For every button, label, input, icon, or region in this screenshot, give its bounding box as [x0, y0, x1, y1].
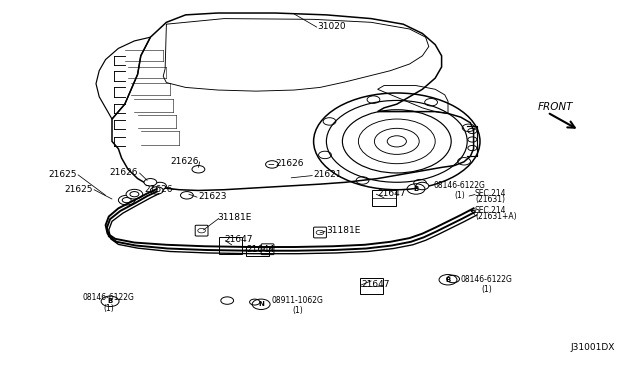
Text: 21625: 21625	[64, 185, 93, 194]
Circle shape	[122, 198, 131, 203]
Circle shape	[316, 230, 324, 235]
Circle shape	[198, 228, 205, 233]
Text: B: B	[108, 298, 113, 304]
Text: B: B	[445, 277, 451, 283]
Text: 21647: 21647	[378, 189, 406, 198]
Text: N: N	[258, 301, 264, 307]
Text: B: B	[413, 186, 419, 192]
Circle shape	[180, 192, 193, 199]
Text: 08911-1062G
(1): 08911-1062G (1)	[272, 296, 324, 315]
Bar	[246, 246, 269, 256]
Text: 31181E: 31181E	[218, 213, 252, 222]
Bar	[372, 190, 396, 206]
Text: 21625: 21625	[48, 170, 77, 179]
Circle shape	[144, 179, 157, 186]
Text: SEC.214: SEC.214	[475, 189, 506, 198]
Text: 21626: 21626	[275, 159, 304, 168]
Text: FRONT: FRONT	[538, 102, 573, 112]
Text: J31001DX: J31001DX	[570, 343, 614, 352]
Text: (21631+A): (21631+A)	[475, 212, 516, 221]
Text: (21631): (21631)	[475, 195, 505, 204]
Text: 31020: 31020	[317, 22, 346, 31]
Circle shape	[266, 161, 278, 168]
Bar	[219, 237, 242, 254]
Circle shape	[154, 182, 166, 190]
Text: 21647: 21647	[362, 280, 390, 289]
Text: 21626: 21626	[144, 185, 173, 194]
Circle shape	[221, 297, 234, 304]
Circle shape	[416, 182, 429, 190]
Text: 08146-6122G
(1): 08146-6122G (1)	[434, 181, 486, 200]
Circle shape	[447, 275, 460, 283]
Text: SEC.214: SEC.214	[475, 206, 506, 215]
Text: 21644: 21644	[246, 245, 275, 254]
Circle shape	[150, 187, 163, 194]
Circle shape	[118, 195, 135, 205]
Circle shape	[130, 192, 139, 197]
Text: 21626: 21626	[170, 157, 198, 166]
Bar	[360, 278, 383, 294]
Text: 21623: 21623	[198, 192, 227, 201]
Text: 31181E: 31181E	[326, 226, 361, 235]
Text: 21626: 21626	[109, 169, 138, 177]
Text: 21647: 21647	[224, 235, 253, 244]
Circle shape	[264, 247, 271, 251]
Circle shape	[250, 299, 260, 305]
Text: 08146-6122G
(1): 08146-6122G (1)	[83, 294, 134, 313]
Text: 08146-6122G
(1): 08146-6122G (1)	[461, 275, 513, 294]
Circle shape	[126, 189, 143, 199]
Text: 21621: 21621	[314, 170, 342, 179]
Circle shape	[192, 166, 205, 173]
